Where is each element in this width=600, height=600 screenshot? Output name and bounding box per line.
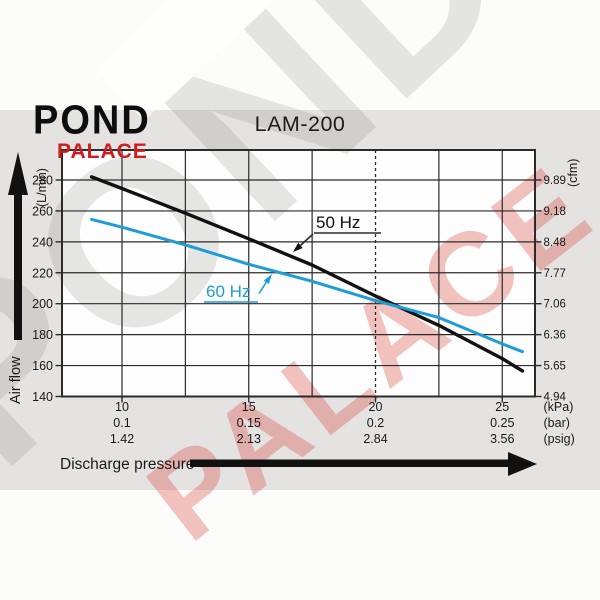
label-60hz-arrow-head bbox=[263, 274, 272, 285]
right-axis-tick-label: 4.94 bbox=[544, 392, 567, 404]
bottom-axis-tick-label: 10 bbox=[115, 400, 129, 414]
bottom-axis-unit-label: (kPa) bbox=[544, 400, 574, 414]
plot-area-background bbox=[62, 150, 535, 397]
left-axis-tick-label: 240 bbox=[32, 235, 53, 249]
left-axis-tick-label: 260 bbox=[32, 204, 53, 218]
chart-title: LAM-200 bbox=[254, 112, 346, 136]
discharge-arrow-head bbox=[508, 452, 537, 476]
bottom-axis-tick-label: 0.1 bbox=[113, 416, 130, 430]
left-axis-tick-label: 140 bbox=[32, 390, 53, 404]
left-axis-tick-label: 280 bbox=[32, 173, 53, 187]
bottom-axis-unit-label: (psig) bbox=[544, 432, 575, 446]
airflow-arrow-shaft bbox=[14, 194, 22, 340]
label-50hz-arrow-head bbox=[293, 242, 303, 252]
bottom-axis-tick-label: 25 bbox=[495, 400, 509, 414]
right-axis-tick-label: 6.36 bbox=[544, 330, 566, 342]
bottom-axis-tick-label: 2.13 bbox=[237, 432, 261, 446]
right-axis-tick-label: 7.77 bbox=[544, 268, 566, 280]
discharge-arrow-shaft bbox=[190, 459, 510, 467]
bottom-axis-tick-label: 3.56 bbox=[490, 432, 514, 446]
label-50hz-arrow-line bbox=[299, 233, 314, 246]
right-axis-tick-label: 9.18 bbox=[544, 206, 566, 218]
right-axis-tick-label: 5.65 bbox=[544, 361, 566, 373]
left-axis-tick-label: 180 bbox=[32, 328, 53, 342]
logo-pond-text: POND bbox=[33, 97, 151, 144]
bottom-axis-tick-label: 0.25 bbox=[490, 416, 514, 430]
pond-palace-logo: POND PALACE bbox=[33, 100, 151, 162]
right-axis-tick-label: 8.48 bbox=[544, 237, 566, 249]
curve-60hz bbox=[90, 217, 524, 354]
airflow-axis-label: Air flow bbox=[8, 356, 24, 404]
bottom-axis-tick-label: 1.42 bbox=[110, 432, 134, 446]
right-axis-tick-label: 7.06 bbox=[544, 299, 566, 311]
curve-50hz bbox=[89, 175, 525, 373]
bottom-axis-tick-label: 0.2 bbox=[367, 416, 384, 430]
left-axis-tick-label: 220 bbox=[32, 266, 53, 280]
right-axis-unit-label: (cfm) bbox=[566, 159, 580, 187]
label-50hz: 50 Hz bbox=[316, 213, 360, 232]
bottom-axis-tick-label: 2.84 bbox=[363, 432, 387, 446]
label-60hz-arrow-line bbox=[258, 281, 267, 294]
bottom-axis-unit-label: (bar) bbox=[544, 416, 570, 430]
right-axis-tick-label: 9.89 bbox=[544, 175, 566, 187]
left-axis-unit-label: (L/min) bbox=[35, 168, 49, 207]
left-axis-tick-label: 200 bbox=[32, 297, 53, 311]
label-60hz: 60 Hz bbox=[206, 282, 250, 301]
bottom-axis-tick-label: 20 bbox=[369, 400, 383, 414]
discharge-pressure-label: Discharge pressure bbox=[60, 456, 194, 473]
left-axis-tick-label: 160 bbox=[32, 359, 53, 373]
airflow-arrow-head bbox=[8, 152, 28, 195]
bottom-axis-tick-label: 15 bbox=[242, 400, 256, 414]
logo-palace-text: PALACE bbox=[57, 140, 148, 163]
bottom-axis-tick-label: 0.15 bbox=[237, 416, 261, 430]
